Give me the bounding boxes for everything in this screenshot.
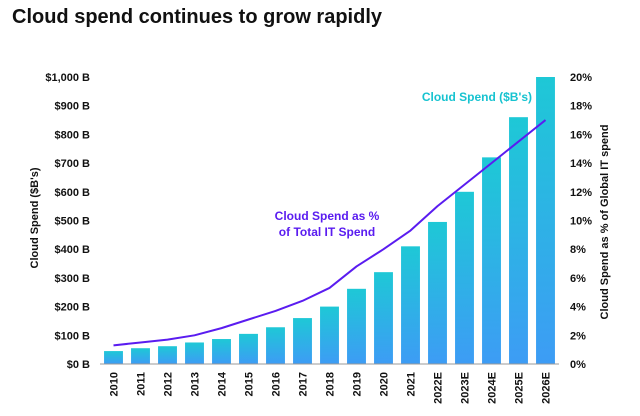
x-tick-label: 2011 xyxy=(136,372,148,396)
bar-2024E xyxy=(482,157,501,364)
bar-2017 xyxy=(293,318,312,364)
bar-2019 xyxy=(347,288,366,364)
y-tick-label: $700 B xyxy=(55,158,91,170)
x-tick-label: 2022E xyxy=(433,372,445,404)
x-tick-label: 2025E xyxy=(514,372,526,404)
x-tick-label: 2021 xyxy=(406,372,418,396)
bar-2013 xyxy=(185,342,204,364)
y2-tick-label: 12% xyxy=(570,187,592,199)
x-axis-ticks: 2010 2011 2012 2013 2014 2015 2016 2017 2018 2019… xyxy=(109,371,553,404)
x-tick-label: 2017 xyxy=(298,372,310,396)
y-tick-label: $800 B xyxy=(55,129,91,141)
y2-tick-label: 18% xyxy=(570,101,592,113)
line-percent-it-spend xyxy=(113,119,547,347)
bar-series xyxy=(104,77,555,365)
y2-tick-label: 4% xyxy=(570,302,586,314)
bar-2022E xyxy=(428,221,447,364)
bar-2015 xyxy=(239,333,258,364)
y-tick-label: $0 B xyxy=(67,359,90,371)
right-y-axis-label: Cloud Spend as % of Global IT spend xyxy=(599,125,611,320)
left-y-axis-ticks: $0 B $100 B $200 B $300 B $400 B $500 B $600 B… xyxy=(45,72,90,371)
y2-tick-label: 14% xyxy=(570,158,592,170)
y2-tick-label: 8% xyxy=(570,244,586,256)
x-tick-label: 2023E xyxy=(460,372,472,404)
bar-2026E xyxy=(536,77,555,364)
y-tick-label: $100 B xyxy=(55,330,91,342)
bar-2011 xyxy=(131,348,150,364)
x-tick-label: 2018 xyxy=(325,372,337,396)
bar-2012 xyxy=(158,346,177,364)
bar-series-annotation: Cloud Spend ($B's) xyxy=(422,90,532,104)
bar-2025E xyxy=(509,117,528,365)
x-tick-label: 2015 xyxy=(244,372,256,396)
bar-2018 xyxy=(320,306,339,364)
x-tick-label: 2014 xyxy=(217,371,229,396)
y-tick-label: $900 B xyxy=(55,101,91,113)
y2-tick-label: 2% xyxy=(570,330,586,342)
x-tick-label: 2026E xyxy=(541,372,553,404)
x-tick-label: 2013 xyxy=(190,372,202,396)
x-tick-label: 2012 xyxy=(163,372,175,396)
y2-tick-label: 0% xyxy=(570,359,586,371)
x-tick-label: 2019 xyxy=(352,372,364,396)
x-tick-label: 2024E xyxy=(487,372,499,404)
bar-2020 xyxy=(374,272,393,364)
y-tick-label: $500 B xyxy=(55,216,91,228)
line-series xyxy=(113,119,547,347)
y-tick-label: $300 B xyxy=(55,273,91,285)
y-tick-label: $400 B xyxy=(55,244,91,256)
bar-2021 xyxy=(401,246,420,364)
bar-2010 xyxy=(104,351,123,364)
line-series-annotation-line2: of Total IT Spend xyxy=(279,225,375,239)
y2-tick-label: 20% xyxy=(570,72,592,84)
chart-title: Cloud spend continues to grow rapidly xyxy=(12,6,383,28)
x-tick-label: 2010 xyxy=(109,372,121,396)
line-series-annotation-line1: Cloud Spend as % xyxy=(275,209,380,223)
y2-tick-label: 10% xyxy=(570,216,592,228)
y2-tick-label: 6% xyxy=(570,273,586,285)
y-tick-label: $1,000 B xyxy=(45,72,90,84)
y-tick-label: $200 B xyxy=(55,302,91,314)
y2-tick-label: 16% xyxy=(570,129,592,141)
left-y-axis-label: Cloud Spend ($B's) xyxy=(29,167,41,268)
x-tick-label: 2020 xyxy=(379,372,391,396)
bar-2014 xyxy=(212,339,231,364)
right-y-axis-ticks: 0% 2% 4% 6% 8% 10% 12% 14% 16% 18% 20% xyxy=(570,72,592,371)
y-tick-label: $600 B xyxy=(55,187,91,199)
x-tick-label: 2016 xyxy=(271,372,283,396)
bar-2023E xyxy=(455,191,474,364)
bar-2016 xyxy=(266,327,285,364)
